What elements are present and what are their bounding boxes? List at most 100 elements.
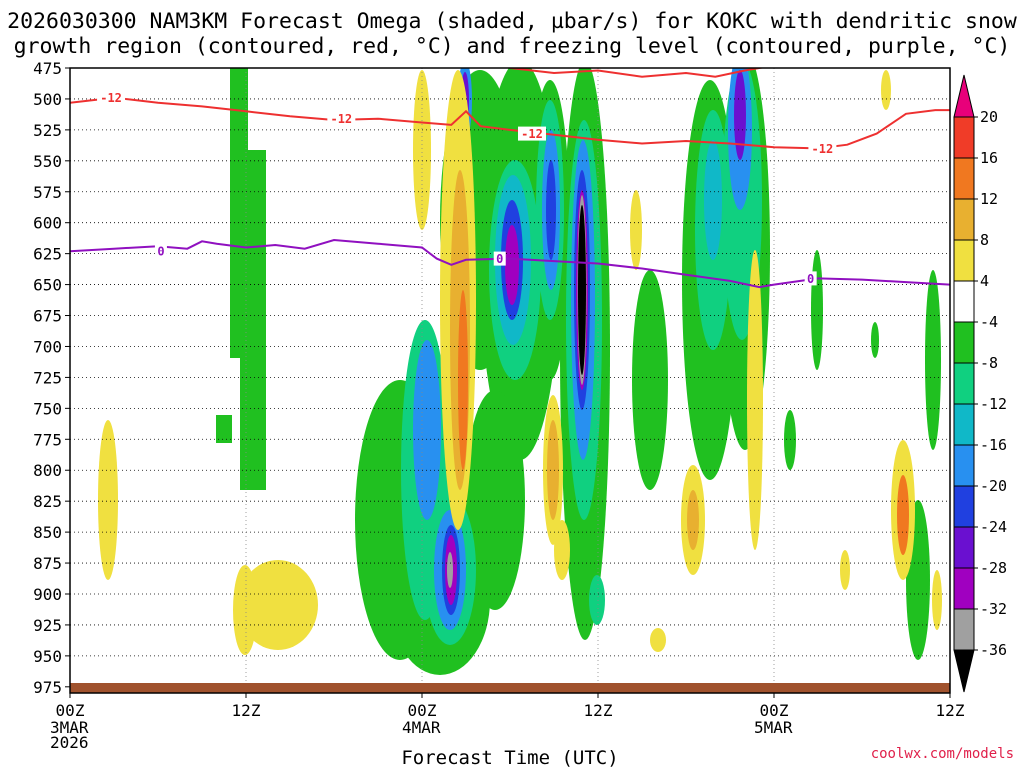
colorbar-max-arrow [953,74,975,118]
colorbar-label: -8 [980,354,998,372]
omega-neg-core-strong [447,552,453,588]
omega-neg-core-strong [734,70,746,160]
colorbar-swatch [953,362,975,405]
omega-neg-core-max [578,205,586,375]
freezing_level_0C-contour-label-bg [804,271,817,286]
colorbar-label: -28 [980,559,1007,577]
omega-pos-band [547,420,559,520]
y-tick-label: 925 [33,616,62,635]
plot-frame [69,67,951,694]
omega-pos-band [458,290,468,470]
colorbar-label: -20 [980,477,1007,495]
omega-pos-band [98,420,118,580]
colorbar-label: -36 [980,641,1007,659]
y-tick-label: 825 [33,492,62,511]
colorbar-label: 12 [980,190,998,208]
y-tick-label: 525 [33,121,62,140]
y-tick-label: 975 [33,678,62,697]
omega-neg-strong [704,140,722,260]
dgz_minus12-contour-label: -12 [330,112,352,126]
dgz_minus12-contour-line [509,68,766,78]
colorbar-swatch [953,567,975,610]
dgz_minus12-contour-label-bg [518,126,546,141]
omega-neg-blob [784,410,796,470]
colorbar-swatch [953,321,975,364]
colorbar-swatch [953,239,975,282]
x-tick-label: 00Z [408,701,437,720]
colorbar-label: 8 [980,231,989,249]
y-tick-label: 750 [33,399,62,418]
x-tick-label: 00Z [56,701,85,720]
colorbar-swatch [953,116,975,159]
omega-neg-core-strong [505,225,519,305]
colorbar-swatch [953,157,975,200]
x-tick-label: 12Z [232,701,261,720]
x-tick-sublabel: 3MAR [50,718,89,737]
omega-neg-strong [413,340,441,520]
colorbar-swatch [953,198,975,241]
y-tick-label: 800 [33,461,62,480]
colorbar-label: -16 [980,436,1007,454]
omega-neg-band [216,415,232,443]
colorbar: 20 16 12 8 4 -4 -8 -12 -16 -20 -24 -28 -32 -36 [953,74,1007,693]
surface-terrain [70,683,950,693]
chart-title-line2: growth region (contoured, red, °C) and f… [14,34,1011,59]
omega-pos-band [747,250,763,550]
y-tick-label: 675 [33,307,62,326]
omega-pos-band [554,520,570,580]
omega-pos-band [897,475,909,555]
y-tick-label: 725 [33,368,62,387]
x-tick-sublabel: 5MAR [754,718,793,737]
omega-shading [98,68,942,675]
omega-neg-core [589,575,605,625]
omega-neg-blob [811,250,823,370]
colorbar-label: -32 [980,600,1007,618]
omega-pos-band [233,565,257,655]
colorbar-swatch [953,485,975,528]
dgz_minus12-contour-label-bg [97,90,126,105]
dgz_minus12-contour-label-bg [808,141,837,156]
colorbar-label: 20 [980,108,998,126]
y-tick-label: 850 [33,523,62,542]
x-tick-sublabel: 4MAR [402,718,441,737]
x-tick-label: 12Z [584,701,613,720]
y-tick-label: 875 [33,554,62,573]
freezing_level_0C-contour-label: 0 [157,245,164,259]
x-tick-label: 00Z [760,701,789,720]
y-tick-label: 625 [33,245,62,264]
omega-pos-band [630,190,642,270]
colorbar-label: -24 [980,518,1007,536]
omega-pos-band [650,628,666,652]
colorbar-swatch [953,280,975,323]
omega-neg-core-strong [546,160,556,260]
colorbar-label: -12 [980,395,1007,413]
omega-pos-band [413,70,431,230]
y-tick-label: 575 [33,183,62,202]
dgz_minus12-contour-label: -12 [100,91,122,105]
colorbar-swatch [953,526,975,569]
dgz_minus12-contour-line [70,96,950,150]
colorbar-label: 4 [980,272,989,290]
y-tick-label: 500 [33,90,62,109]
freezing_level_0C-contour-line [70,238,950,289]
y-tick-label: 775 [33,430,62,449]
x-tick-sublabel: 2026 [50,733,89,752]
y-tick-label: 600 [33,214,62,233]
colorbar-swatch [953,608,975,651]
omega-neg-blob [632,270,668,490]
y-axis: 475 500 525 550 575 600 625 650 675 700 725 750 775 8… [33,59,70,697]
dgz_minus12-contour-label: -12 [521,127,543,141]
credit-text: coolwx.com/models [871,746,1014,762]
omega-pos-band [840,550,850,590]
y-tick-label: 950 [33,647,62,666]
x-tick-label: 12Z [936,701,965,720]
freezing_level_0C-contour-label: 0 [807,272,814,286]
freezing_level_0C-contour-label: 0 [496,252,503,266]
chart-title-line1: 2026030300 NAM3KM Forecast Omega (shaded… [7,9,1017,34]
y-tick-label: 700 [33,337,62,356]
omega-pos-band [687,490,699,550]
colorbar-label: -4 [980,313,998,331]
colorbar-label: 16 [980,149,998,167]
omega-neg-blob [925,270,941,450]
